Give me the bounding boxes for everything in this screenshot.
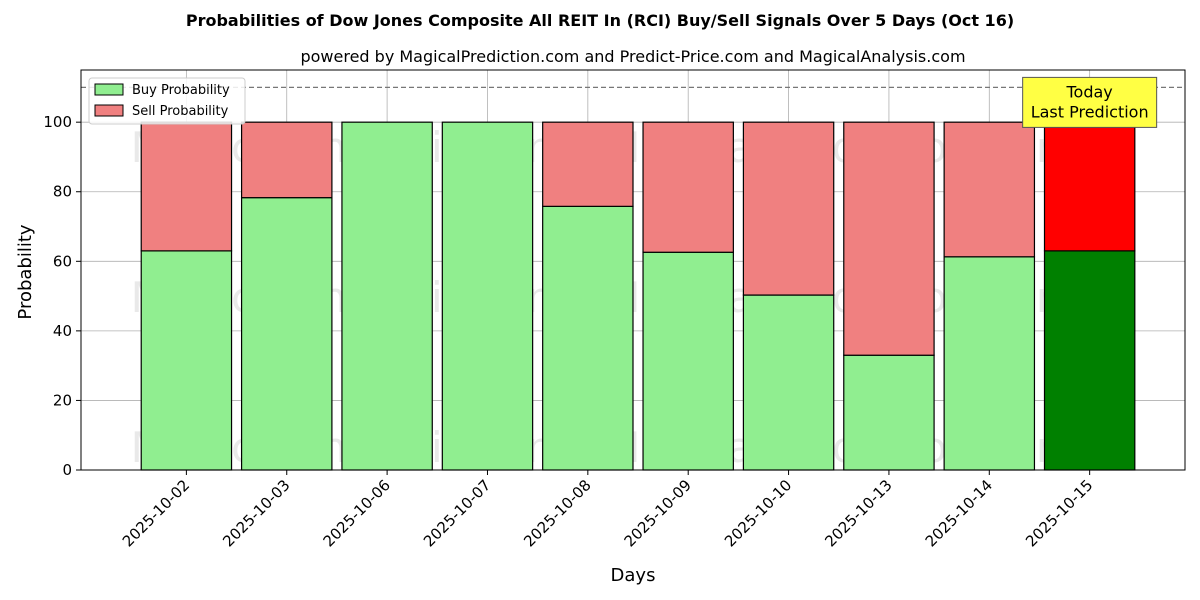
y-tick-label: 40 (53, 322, 72, 340)
x-tick-label: 2025-10-02 (119, 476, 193, 550)
buy-bar (441, 121, 534, 471)
legend-label-buy: Buy Probability (132, 83, 230, 98)
buy-bar (642, 251, 734, 471)
x-tick-label: 2025-10-13 (821, 476, 895, 550)
x-axis-label: Days (611, 565, 656, 586)
sell-bar (642, 121, 734, 253)
annotation-box (1022, 76, 1158, 128)
y-tick-label: 0 (62, 461, 72, 479)
buy-bar (1043, 250, 1136, 471)
legend-label-sell: Sell Probability (132, 104, 229, 119)
x-tick-label: 2025-10-15 (1022, 476, 1096, 550)
x-tick-label: 2025-10-07 (420, 476, 494, 550)
y-tick-label: 20 (53, 391, 72, 409)
x-tick-label: 2025-10-09 (621, 476, 695, 550)
buy-bar (943, 256, 1036, 471)
sell-bar (843, 121, 935, 356)
sell-bar (240, 121, 333, 199)
y-tick-label: 60 (53, 252, 72, 270)
x-tick-label: 2025-10-10 (721, 476, 795, 550)
sell-bar (742, 121, 835, 296)
sell-bar (1043, 121, 1136, 252)
sell-bar (542, 121, 634, 207)
buy-bar (240, 197, 333, 471)
buy-bar (542, 205, 634, 471)
legend-swatch-buy (94, 83, 124, 96)
buy-bar (140, 250, 233, 471)
buy-bar (742, 294, 835, 471)
sell-bar (140, 121, 233, 252)
legend-box (88, 77, 246, 125)
y-axis-label: Probability (15, 224, 36, 319)
x-tick-label: 2025-10-14 (922, 476, 996, 550)
axes-frame (80, 69, 1186, 471)
x-tick-label: 2025-10-08 (520, 476, 594, 550)
annotation-line: Last Prediction (1031, 102, 1149, 121)
annotation-line: Today (1066, 82, 1113, 101)
y-tick-label: 80 (53, 183, 72, 201)
buy-bar (341, 121, 433, 471)
x-tick-label: 2025-10-06 (320, 476, 394, 550)
sell-bar (943, 121, 1036, 258)
chart-title: Probabilities of Dow Jones Composite All… (186, 11, 1014, 30)
chart-subtitle: powered by MagicalPrediction.com and Pre… (300, 47, 965, 66)
plot-area: MagicalAnalysis.comMagicalPrediction.com… (43, 69, 1186, 550)
y-tick-label: 100 (43, 113, 72, 131)
x-tick-label: 2025-10-03 (219, 476, 293, 550)
buy-bar (843, 354, 935, 471)
legend-swatch-sell (94, 104, 124, 117)
